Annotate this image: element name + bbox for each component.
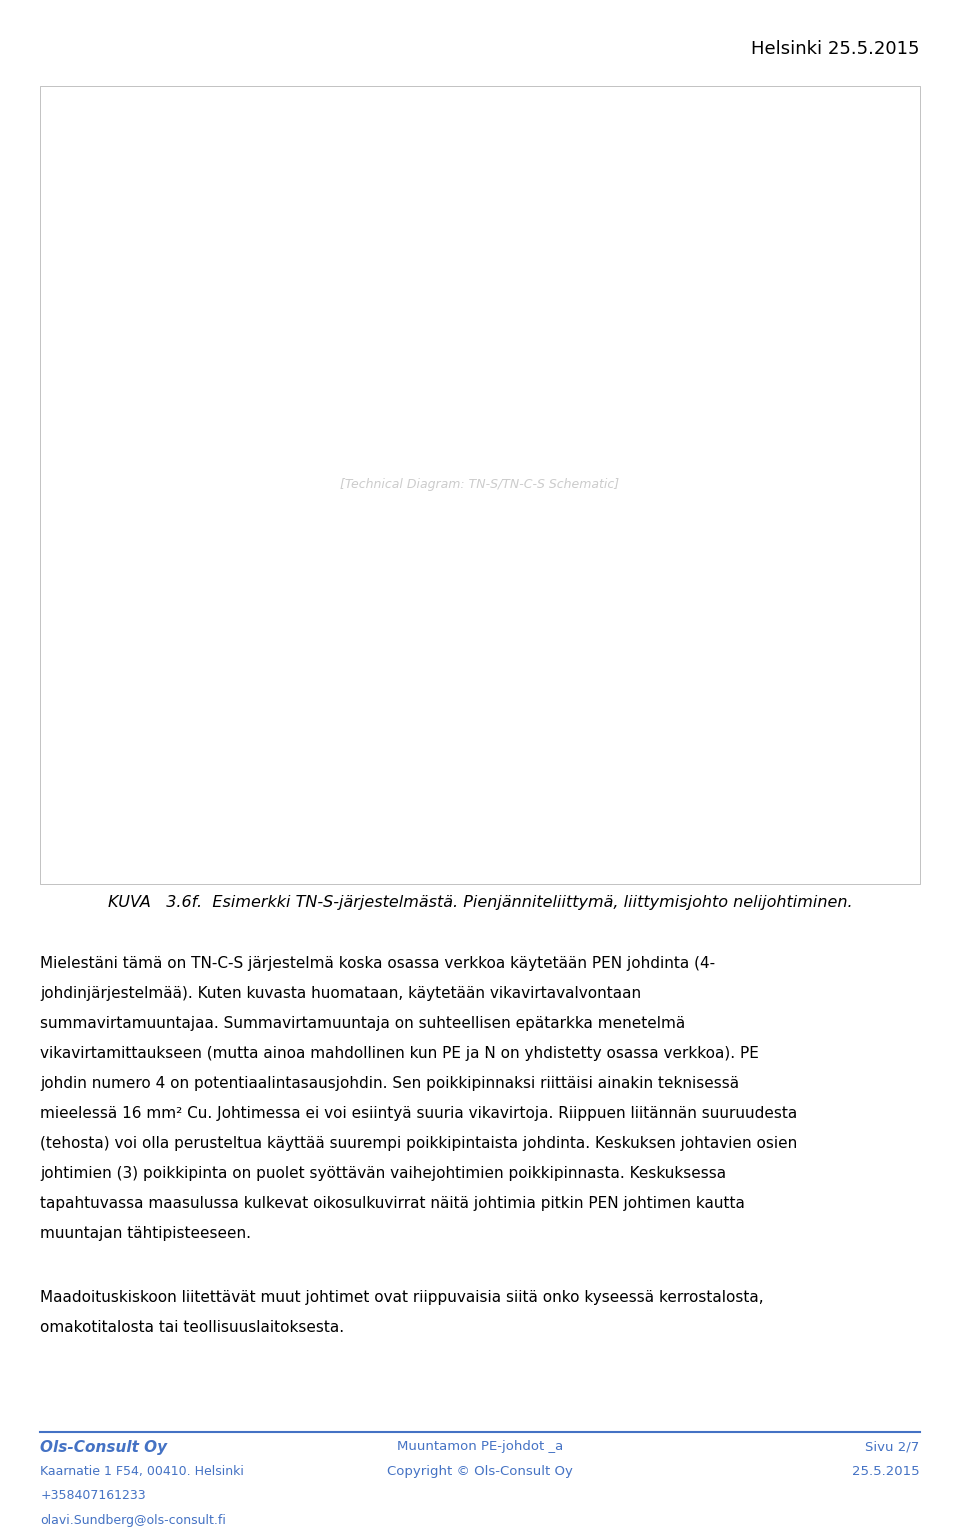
- Text: Muuntamon PE-johdot _a: Muuntamon PE-johdot _a: [396, 1440, 564, 1452]
- Text: muuntajan tähtipisteeseen.: muuntajan tähtipisteeseen.: [40, 1227, 252, 1240]
- Text: tapahtuvassa maasulussa kulkevat oikosulkuvirrat näitä johtimia pitkin PEN johti: tapahtuvassa maasulussa kulkevat oikosul…: [40, 1196, 745, 1211]
- Text: (tehosta) voi olla perusteltua käyttää suurempi poikkipintaista johdinta. Keskuk: (tehosta) voi olla perusteltua käyttää s…: [40, 1136, 798, 1151]
- Text: omakotitalosta tai teollisuuslaitoksesta.: omakotitalosta tai teollisuuslaitoksesta…: [40, 1319, 345, 1334]
- Text: +358407161233: +358407161233: [40, 1489, 146, 1502]
- Text: Helsinki 25.5.2015: Helsinki 25.5.2015: [751, 40, 920, 58]
- Text: Mielestäni tämä on TN-C-S järjestelmä koska osassa verkkoa käytetään PEN johdint: Mielestäni tämä on TN-C-S järjestelmä ko…: [40, 956, 715, 971]
- Bar: [40, 86, 920, 884]
- Text: johdinjärjestelmää). Kuten kuvasta huomataan, käytetään vikavirtavalvontaan: johdinjärjestelmää). Kuten kuvasta huoma…: [40, 987, 641, 1001]
- Text: [Technical Diagram: TN-S/TN-C-S Schematic]: [Technical Diagram: TN-S/TN-C-S Schemati…: [341, 478, 619, 492]
- Text: olavi.Sundberg@ols-consult.fi: olavi.Sundberg@ols-consult.fi: [40, 1514, 227, 1526]
- Text: Ols-Consult Oy: Ols-Consult Oy: [40, 1440, 167, 1456]
- Text: 25.5.2015: 25.5.2015: [852, 1465, 920, 1477]
- Text: summavirtamuuntajaa. Summavirtamuuntaja on suhteellisen epätarkka menetelmä: summavirtamuuntajaa. Summavirtamuuntaja …: [40, 1016, 685, 1031]
- Text: KUVA   3.6f.  Esimerkki TN-S-järjestelmästä. Pienjänniteliittymä, liittymisjohto: KUVA 3.6f. Esimerkki TN-S-järjestelmästä…: [108, 895, 852, 910]
- Text: Copyright © Ols-Consult Oy: Copyright © Ols-Consult Oy: [387, 1465, 573, 1477]
- Text: vikavirtamittaukseen (mutta ainoa mahdollinen kun PE ja N on yhdistetty osassa v: vikavirtamittaukseen (mutta ainoa mahdol…: [40, 1047, 759, 1061]
- Text: johtimien (3) poikkipinta on puolet syöttävän vaihejohtimien poikkipinnasta. Kes: johtimien (3) poikkipinta on puolet syöt…: [40, 1167, 727, 1180]
- Text: Kaarnatie 1 F54, 00410. Helsinki: Kaarnatie 1 F54, 00410. Helsinki: [40, 1465, 244, 1477]
- Text: johdin numero 4 on potentiaalintasausjohdin. Sen poikkipinnaksi riittäisi ainaki: johdin numero 4 on potentiaalintasausjoh…: [40, 1076, 739, 1091]
- Text: Maadoituskiskoon liitettävät muut johtimet ovat riippuvaisia siitä onko kyseessä: Maadoituskiskoon liitettävät muut johtim…: [40, 1290, 764, 1305]
- Text: Sivu 2/7: Sivu 2/7: [865, 1440, 920, 1452]
- Text: mieelessä 16 mm² Cu. Johtimessa ei voi esiintyä suuria vikavirtoja. Riippuen lii: mieelessä 16 mm² Cu. Johtimessa ei voi e…: [40, 1107, 798, 1120]
